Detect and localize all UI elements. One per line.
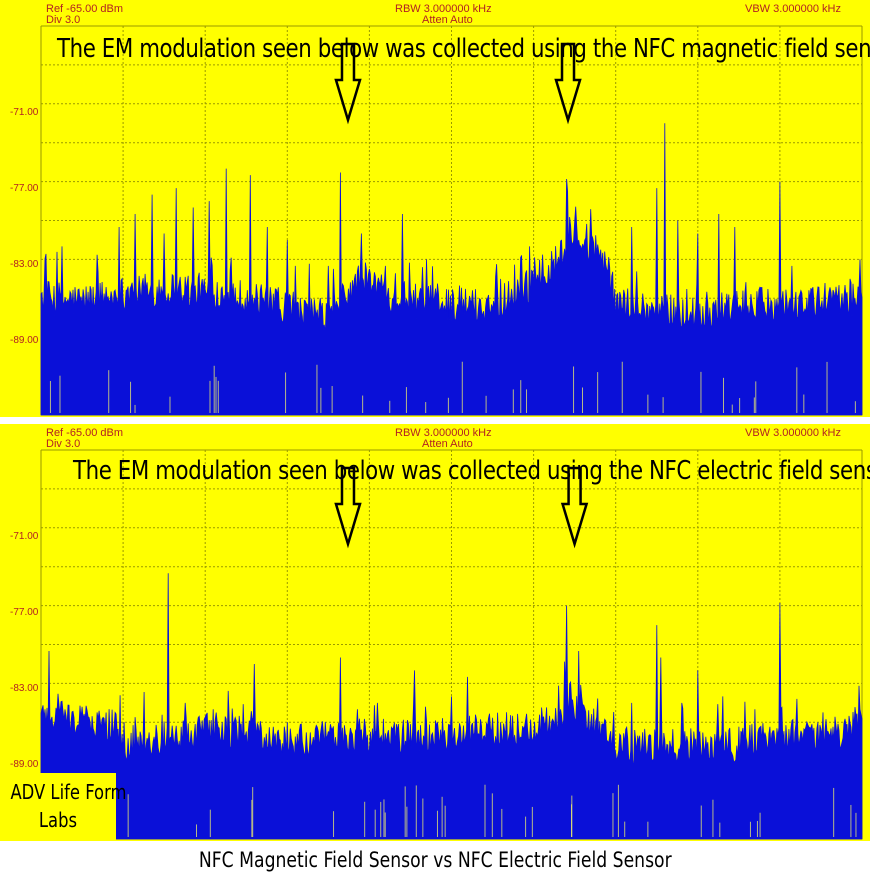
spectrum-plot-magnetic	[40, 25, 863, 416]
down-arrow-marker	[334, 466, 362, 549]
spectrum-plot-electric	[40, 449, 863, 840]
annotation-magnetic: The EM modulation seen below was collect…	[57, 34, 870, 64]
vbw-label: VBW 3.000000 kHz	[745, 3, 841, 15]
figure-caption: NFC Magnetic Field Sensor vs NFC Electri…	[0, 848, 870, 872]
down-arrow-marker	[560, 466, 589, 549]
y-tick-label: -83.00	[10, 259, 39, 270]
spectrum-trace	[40, 573, 863, 840]
logo-line-2: Labs	[38, 808, 78, 832]
y-tick-label: -83.00	[10, 683, 39, 694]
y-tick-label: -77.00	[10, 607, 39, 618]
rbw-label: RBW 3.000000 kHz	[395, 3, 492, 15]
ref-level-label: Ref -65.00 dBm	[46, 3, 124, 15]
atten-label: Atten Auto	[422, 438, 473, 450]
spectrum-trace	[40, 123, 863, 416]
y-tick-label: -77.00	[10, 183, 39, 194]
ref-level-label: Ref -65.00 dBm	[46, 427, 124, 439]
trace-dips	[49, 361, 856, 413]
div-label: Div 3.0	[46, 14, 81, 26]
trace-dips	[67, 784, 857, 837]
vbw-label: VBW 3.000000 kHz	[745, 427, 841, 439]
logo: ADV Life Form Labs	[0, 773, 127, 840]
atten-label: Atten Auto	[422, 14, 473, 26]
y-tick-label: -71.00	[10, 107, 39, 118]
annotation-electric: The EM modulation seen below was collect…	[73, 456, 870, 486]
chart-panel-magnetic: Ref -65.00 dBm Div 3.0 RBW 3.000000 kHz …	[0, 0, 870, 417]
logo-line-1: ADV Life Form	[10, 780, 127, 804]
chart-panel-electric: Ref -65.00 dBm Div 3.0 RBW 3.000000 kHz …	[0, 424, 870, 841]
y-tick-label: -89.00	[10, 335, 39, 346]
down-arrow-marker	[554, 42, 582, 125]
y-tick-label: -89.00	[10, 759, 39, 770]
figure-caption-text: NFC Magnetic Field Sensor vs NFC Electri…	[198, 848, 672, 872]
div-label: Div 3.0	[46, 438, 81, 450]
rbw-label: RBW 3.000000 kHz	[395, 427, 492, 439]
y-tick-label: -71.00	[10, 531, 39, 542]
down-arrow-marker	[334, 42, 362, 125]
